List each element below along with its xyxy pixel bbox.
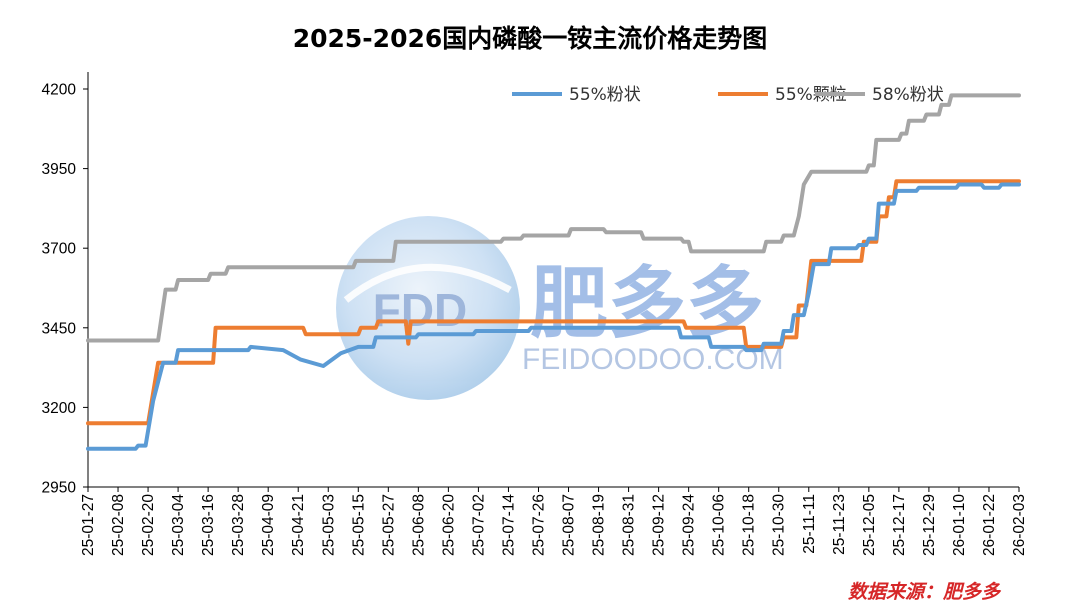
- x-tick-label: 25-08-07: [561, 494, 578, 556]
- x-tick-label: 25-09-24: [681, 494, 698, 556]
- source-note: 数据来源：肥多多: [848, 581, 1002, 603]
- x-tick-label: 25-02-08: [110, 494, 127, 556]
- x-tick-label: 25-09-12: [651, 494, 668, 556]
- x-tick-label: 25-06-08: [410, 494, 427, 556]
- x-tick-label: 25-11-23: [831, 494, 848, 555]
- x-tick-label: 25-06-20: [440, 494, 457, 556]
- watermark-brand: 肥多多: [530, 259, 764, 349]
- x-tick-label: 25-08-19: [591, 494, 608, 556]
- x-tick-label: 25-05-27: [380, 494, 397, 556]
- watermark-logo-text: FDD: [373, 284, 468, 336]
- y-tick-label: 3200: [42, 400, 77, 417]
- watermark-swoosh-icon: [343, 263, 512, 303]
- x-tick-label: 25-03-16: [200, 494, 217, 556]
- x-tick-label: 25-05-15: [350, 494, 367, 556]
- y-tick-label: 3950: [42, 161, 77, 178]
- legend: 55%粉状 55%颗粒 58%粉状: [512, 85, 944, 105]
- x-tick-label: 25-10-30: [771, 494, 788, 556]
- x-tick-label: 25-03-28: [230, 494, 247, 556]
- legend-label: 55%粉状: [569, 85, 641, 105]
- x-tick-label: 26-01-22: [981, 494, 998, 556]
- x-tick-label: 26-01-10: [951, 494, 968, 556]
- x-tick-label: 25-05-03: [320, 494, 337, 556]
- y-tick-label: 3700: [42, 241, 77, 258]
- x-tick-label: 25-12-05: [861, 494, 878, 556]
- chart-title: 2025-2026国内磷酸一铵主流价格走势图: [293, 24, 768, 53]
- x-tick-label: 25-08-31: [621, 494, 638, 556]
- x-tick-label: 25-12-17: [891, 494, 908, 556]
- x-tick-label: 25-12-29: [921, 494, 938, 556]
- y-tick-label: 4200: [42, 82, 77, 99]
- series-line-55%粉状: [86, 182, 1021, 451]
- x-tick-label: 25-10-06: [711, 494, 728, 556]
- y-tick-label: 2950: [42, 480, 77, 497]
- x-tick-label: 25-01-27: [80, 494, 97, 556]
- legend-label: 58%粉状: [872, 85, 944, 105]
- x-tick-label: 25-07-14: [500, 494, 517, 556]
- x-tick-label: 25-07-02: [470, 494, 487, 556]
- x-tick-label: 25-11-11: [801, 494, 818, 554]
- x-tick-label: 25-07-26: [530, 494, 547, 556]
- y-tick-label: 3450: [42, 320, 77, 337]
- x-tick-label: 25-02-20: [140, 494, 157, 556]
- x-tick-label: 26-02-03: [1011, 494, 1028, 556]
- legend-label: 55%颗粒: [775, 85, 847, 105]
- x-tick-label: 25-03-04: [170, 494, 187, 556]
- x-tick-label: 25-04-09: [260, 494, 277, 556]
- x-tick-label: 25-04-21: [290, 494, 307, 556]
- axes: 2950 3200 3450 3700 3950 4200 25-01-27 25-02-08…: [42, 72, 1028, 556]
- series-line-58%粉状: [86, 93, 1021, 343]
- series-layer: [86, 93, 1021, 451]
- x-tick-label: 25-10-18: [741, 494, 758, 556]
